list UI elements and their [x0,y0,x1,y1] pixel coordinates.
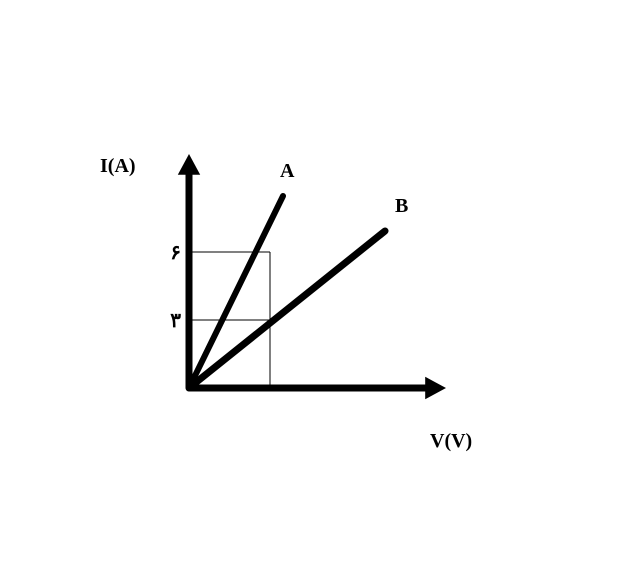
series-a-label: A [280,160,294,183]
chart-svg [0,0,638,579]
y-tick-label-6: ۶ [159,240,181,265]
y-tick-label-3: ۳ [159,308,181,333]
series-b-label: B [395,195,408,218]
iv-chart: I(A) V(V) ۶ ۳ A B [0,0,638,579]
y-axis-label: I(A) [100,155,136,178]
x-axis-label: V(V) [430,430,472,453]
